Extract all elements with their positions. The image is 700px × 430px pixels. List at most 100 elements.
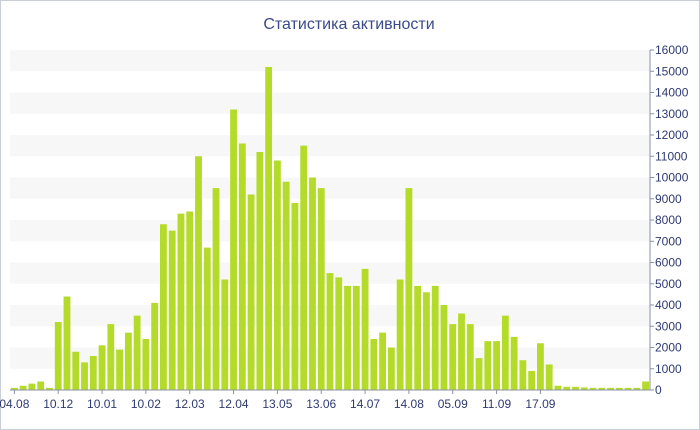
bar[interactable] xyxy=(572,386,579,390)
bar[interactable] xyxy=(186,211,194,391)
bar[interactable] xyxy=(589,387,597,390)
bar[interactable] xyxy=(300,145,308,390)
bar[interactable] xyxy=(63,296,71,391)
bar[interactable] xyxy=(449,324,457,390)
bar[interactable] xyxy=(431,285,439,390)
bar[interactable] xyxy=(124,332,132,390)
bar[interactable] xyxy=(519,360,527,390)
y-tick-label: 7000 xyxy=(655,234,682,248)
bar[interactable] xyxy=(317,188,325,390)
x-tick-label: 17.09 xyxy=(525,397,555,411)
grid-band xyxy=(10,177,650,199)
y-tick-label: 6000 xyxy=(655,256,682,270)
bar[interactable] xyxy=(291,203,299,390)
bar[interactable] xyxy=(536,343,544,390)
bar[interactable] xyxy=(554,385,562,390)
bar[interactable] xyxy=(151,302,159,390)
x-tick-label: 13.05 xyxy=(262,397,292,411)
bar[interactable] xyxy=(607,387,614,390)
bar[interactable] xyxy=(379,332,387,390)
y-tick-label: 13000 xyxy=(655,107,689,121)
x-tick-label: 11.09 xyxy=(482,397,511,411)
bar[interactable] xyxy=(46,387,53,390)
bar[interactable] xyxy=(484,341,492,390)
bar[interactable] xyxy=(212,188,220,390)
x-tick-label: 05.09 xyxy=(438,397,468,411)
bar[interactable] xyxy=(335,277,343,390)
y-tick-label: 4000 xyxy=(655,298,682,312)
bar[interactable] xyxy=(370,339,378,390)
bar[interactable] xyxy=(440,305,448,390)
bar[interactable] xyxy=(177,213,185,390)
bar[interactable] xyxy=(37,381,45,391)
y-tick-label: 0 xyxy=(655,383,662,397)
bar[interactable] xyxy=(545,364,553,391)
bar[interactable] xyxy=(642,381,650,391)
bar[interactable] xyxy=(493,341,500,390)
x-tick-label: 10.02 xyxy=(131,397,161,411)
bar[interactable] xyxy=(81,362,88,390)
bar[interactable] xyxy=(10,387,18,390)
y-tick-label: 16000 xyxy=(655,43,689,57)
bar[interactable] xyxy=(72,351,80,390)
bar[interactable] xyxy=(54,322,62,390)
bar[interactable] xyxy=(387,347,395,391)
bar[interactable] xyxy=(195,156,202,390)
bar[interactable] xyxy=(563,386,571,390)
bar[interactable] xyxy=(458,313,465,391)
x-tick-label: 13.06 xyxy=(306,397,336,411)
y-tick-label: 15000 xyxy=(655,64,689,78)
bar[interactable] xyxy=(361,268,369,390)
bar[interactable] xyxy=(168,230,176,390)
bar[interactable] xyxy=(598,387,606,390)
bar[interactable] xyxy=(633,387,641,390)
bar[interactable] xyxy=(615,387,623,390)
bar[interactable] xyxy=(309,177,316,391)
bar[interactable] xyxy=(247,194,255,391)
bar[interactable] xyxy=(89,356,97,390)
bar[interactable] xyxy=(160,224,167,390)
bar[interactable] xyxy=(396,279,404,391)
bar[interactable] xyxy=(624,387,632,390)
bar[interactable] xyxy=(414,285,422,390)
bar[interactable] xyxy=(282,181,290,390)
bar[interactable] xyxy=(230,109,237,391)
y-tick-label: 8000 xyxy=(655,213,682,227)
grid-bands xyxy=(10,50,650,369)
y-tick-label: 1000 xyxy=(655,362,682,376)
bar[interactable] xyxy=(256,152,264,390)
y-tick-label: 9000 xyxy=(655,192,682,206)
bar[interactable] xyxy=(580,387,588,390)
grid-band xyxy=(10,135,650,157)
bar[interactable] xyxy=(405,188,413,390)
bar[interactable] xyxy=(501,315,509,390)
y-tick-label: 14000 xyxy=(655,86,689,100)
bar[interactable] xyxy=(510,336,518,390)
bar[interactable] xyxy=(133,315,141,390)
bar[interactable] xyxy=(265,67,273,390)
x-tick-label: 10.01 xyxy=(87,397,117,411)
bar[interactable] xyxy=(28,383,36,390)
bar[interactable] xyxy=(423,292,430,390)
y-tick-label: 3000 xyxy=(655,319,682,333)
bars xyxy=(10,67,650,391)
y-tick-label: 10000 xyxy=(655,171,689,185)
bar[interactable] xyxy=(528,370,536,390)
bar[interactable] xyxy=(142,339,150,390)
bar[interactable] xyxy=(466,324,474,390)
bar[interactable] xyxy=(326,273,334,390)
bar[interactable] xyxy=(475,358,483,390)
bar[interactable] xyxy=(238,143,246,391)
bar[interactable] xyxy=(19,385,27,390)
bar[interactable] xyxy=(273,160,281,391)
bar[interactable] xyxy=(344,285,351,390)
x-axis-ticks: 04.08 10.12 10.01 10.02 12.03 12.04 13.05 13.06… xyxy=(0,389,650,411)
bar[interactable] xyxy=(98,345,106,390)
bar[interactable] xyxy=(107,324,115,390)
bar[interactable] xyxy=(221,279,229,391)
bar[interactable] xyxy=(203,247,211,390)
bar[interactable] xyxy=(116,349,124,390)
bar[interactable] xyxy=(352,285,360,390)
grid-band xyxy=(10,50,650,72)
